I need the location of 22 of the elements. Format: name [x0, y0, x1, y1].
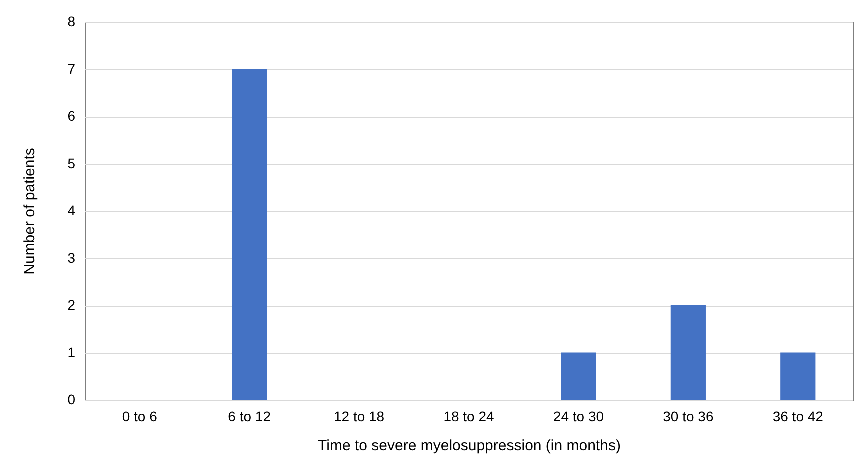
y-tick-label: 7 — [68, 60, 76, 77]
y-tick-label: 0 — [68, 392, 76, 408]
bar — [232, 69, 268, 400]
x-axis-title: Time to severe myelosuppression (in months) — [318, 438, 621, 454]
x-tick-label: 30 to 36 — [663, 408, 714, 424]
y-tick-label: 1 — [68, 344, 76, 360]
bar — [670, 306, 706, 400]
y-tick-label: 6 — [68, 108, 76, 124]
y-tick-label: 8 — [68, 14, 76, 30]
x-tick-label: 24 to 30 — [553, 408, 604, 424]
x-tick-label: 18 to 24 — [444, 408, 495, 424]
y-tick-label: 5 — [68, 155, 76, 172]
x-tick-label: 36 to 42 — [772, 408, 824, 424]
x-tick-label: 0 to 6 — [122, 408, 158, 424]
bar — [561, 352, 596, 400]
y-axis-title: Number of patients — [22, 148, 39, 275]
bar — [780, 352, 816, 400]
y-tick-label: 4 — [68, 202, 76, 218]
x-tick-label: 6 to 12 — [228, 408, 272, 424]
y-tick-label: 3 — [68, 250, 76, 266]
x-tick-label: 12 to 18 — [334, 408, 385, 424]
y-tick-label: 2 — [68, 297, 76, 313]
